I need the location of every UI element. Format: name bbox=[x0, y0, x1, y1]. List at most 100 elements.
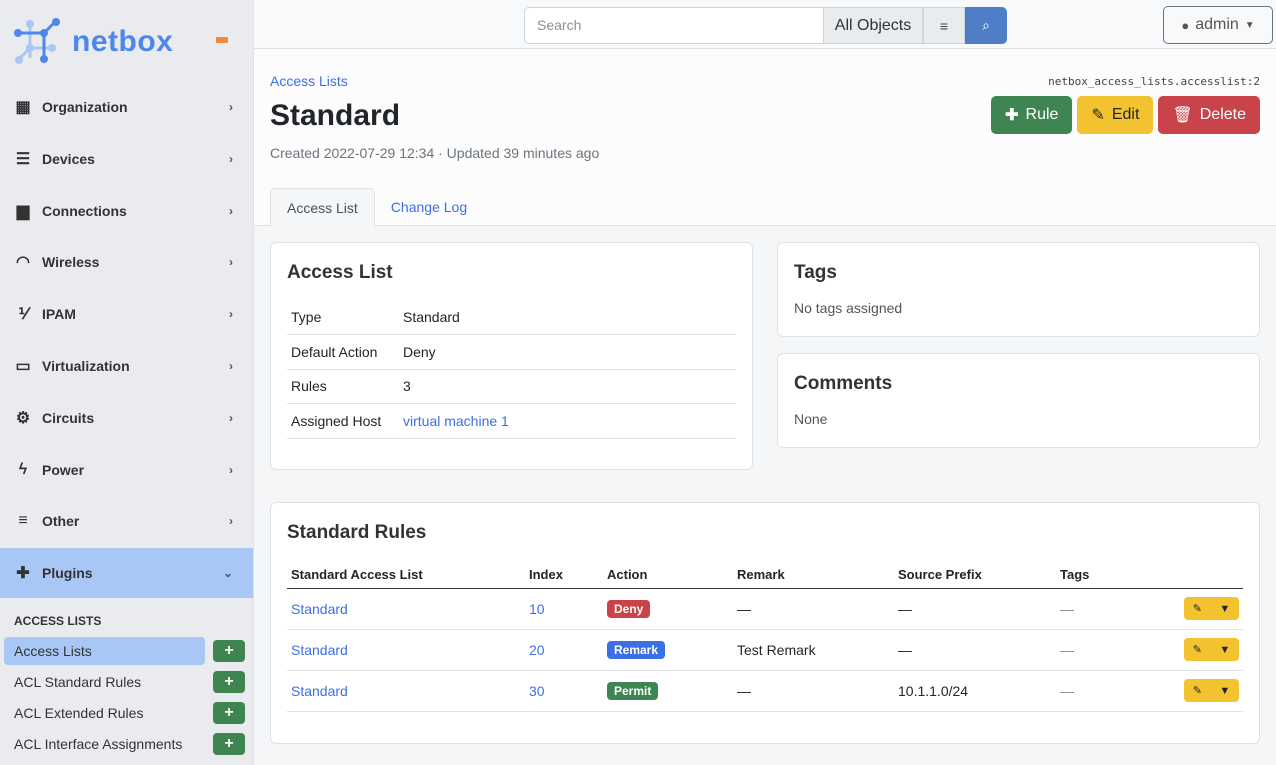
chevron-right-icon: › bbox=[229, 151, 233, 166]
pencil-icon[interactable]: ✎ bbox=[1192, 644, 1202, 656]
attribute-key: Type bbox=[287, 300, 399, 335]
comments-card: Comments None bbox=[777, 353, 1260, 448]
acl-link[interactable]: Standard bbox=[291, 641, 348, 658]
standard-rules-card: Standard Rules Standard Access List Index… bbox=[270, 502, 1260, 744]
acl-link[interactable]: Standard bbox=[291, 682, 348, 699]
sidebar-item-circuits[interactable]: ⚙ Circuits › bbox=[0, 393, 253, 443]
add-button[interactable]: + bbox=[213, 702, 245, 724]
pin-icon[interactable] bbox=[216, 37, 228, 43]
caret-down-icon[interactable]: ▼ bbox=[1219, 684, 1231, 697]
column-header[interactable]: Remark bbox=[733, 562, 894, 589]
lines-icon: ≡ bbox=[18, 512, 28, 530]
sidebar-item-wireless[interactable]: ◠ Wireless › bbox=[0, 237, 253, 287]
filter-button[interactable]: ≡ bbox=[923, 7, 965, 44]
card-title: Comments bbox=[794, 373, 893, 394]
chevron-right-icon: › bbox=[229, 307, 233, 322]
caret-down-icon[interactable]: ▼ bbox=[1219, 602, 1231, 615]
no-tags-text: No tags assigned bbox=[794, 300, 903, 316]
tab-access-list[interactable]: Access List bbox=[270, 188, 375, 226]
timestamps: Created 2022-07-29 12:34 · Updated 39 mi… bbox=[270, 145, 600, 161]
top-bar: Search All Objects ≡ ⌕ ● admin ▼ bbox=[254, 0, 1276, 49]
row-actions-button[interactable]: ✎ ▼ bbox=[1184, 679, 1239, 702]
column-header[interactable]: Source Prefix bbox=[894, 562, 1056, 589]
caret-down-icon[interactable]: ▼ bbox=[1219, 643, 1231, 656]
remark-cell: Test Remark bbox=[733, 629, 894, 671]
attribute-value: 3 bbox=[399, 369, 736, 404]
sidebar-item-organization[interactable]: ▦ Organization › bbox=[0, 82, 253, 132]
pencil-icon[interactable]: ✎ bbox=[1192, 603, 1202, 615]
sidebar-item-power[interactable]: ϟ Power › bbox=[0, 445, 253, 495]
tab-change-log[interactable]: Change Log bbox=[390, 199, 468, 215]
card-title: Standard Rules bbox=[287, 522, 427, 543]
add-rule-button[interactable]: ✚ Rule bbox=[991, 96, 1073, 134]
column-header[interactable]: Index bbox=[525, 562, 603, 589]
comments-text: None bbox=[794, 411, 828, 427]
delete-label: Delete bbox=[1199, 106, 1246, 123]
search-button[interactable]: ⌕ bbox=[965, 7, 1007, 44]
column-header[interactable]: Standard Access List bbox=[287, 562, 525, 589]
attribute-value: Deny bbox=[399, 334, 736, 370]
plus-icon: + bbox=[224, 704, 234, 721]
sidebar-subitem-acl-interface-assignments[interactable]: ACL Interface Assignments bbox=[0, 730, 253, 758]
table-row: Standard 10 Deny — — — ✎ ▼ bbox=[287, 588, 1243, 630]
edit-button[interactable]: ✎ Edit bbox=[1077, 96, 1154, 134]
trash-icon: 🗑 bbox=[1172, 107, 1193, 124]
index-link[interactable]: 20 bbox=[529, 641, 545, 658]
sidebar-item-label: Organization bbox=[42, 99, 128, 115]
column-header[interactable]: Action bbox=[603, 562, 733, 589]
breadcrumb[interactable]: Access Lists bbox=[270, 73, 348, 89]
sidebar-item-ipam[interactable]: ⅟ IPAM › bbox=[0, 289, 253, 339]
add-button[interactable]: + bbox=[213, 640, 245, 662]
row-actions-button[interactable]: ✎ ▼ bbox=[1184, 597, 1239, 620]
attribute-value: Standard bbox=[399, 300, 736, 335]
sidebar-item-plugins[interactable]: ✚ Plugins ⌄ bbox=[0, 548, 253, 599]
object-type-select[interactable]: All Objects bbox=[823, 7, 923, 44]
search-icon: ⌕ bbox=[982, 17, 990, 33]
sidebar-item-label: Power bbox=[42, 461, 85, 478]
search-input[interactable]: Search bbox=[524, 7, 824, 44]
row-actions-button[interactable]: ✎ ▼ bbox=[1184, 638, 1239, 661]
action-badge: Remark bbox=[607, 640, 666, 659]
assigned-host-link[interactable]: virtual machine 1 bbox=[403, 412, 509, 429]
acl-link[interactable]: Standard bbox=[291, 600, 348, 617]
attribute-row: Rules 3 bbox=[287, 369, 736, 404]
filter-icon: ≡ bbox=[939, 17, 949, 34]
ethernet-icon: ▆ bbox=[16, 202, 30, 220]
netbox-logo[interactable]: netbox bbox=[14, 18, 173, 66]
delete-button[interactable]: 🗑 Delete bbox=[1158, 96, 1260, 134]
table-row: Standard 20 Remark Test Remark — — ✎ ▼ bbox=[287, 629, 1243, 671]
user-menu-button[interactable]: ● admin ▼ bbox=[1163, 6, 1273, 44]
chevron-right-icon: › bbox=[229, 203, 233, 218]
add-button[interactable]: + bbox=[213, 671, 245, 693]
column-header[interactable]: Tags bbox=[1056, 562, 1166, 589]
action-badge: Permit bbox=[607, 681, 659, 700]
sidebar-item-connections[interactable]: ▆ Connections › bbox=[0, 186, 253, 236]
plus-icon: ✚ bbox=[1005, 107, 1019, 124]
sidebar-item-devices[interactable]: ☰ Devices › bbox=[0, 134, 253, 184]
tags-card: Tags No tags assigned bbox=[777, 242, 1260, 337]
circuit-icon: ⚙ bbox=[15, 409, 31, 427]
building-icon: ▦ bbox=[15, 99, 31, 116]
monitor-icon: ▭ bbox=[15, 358, 31, 375]
page-header: Access Lists netbox_access_lists.accessl… bbox=[254, 49, 1276, 226]
logo-text: netbox bbox=[72, 25, 174, 58]
index-link[interactable]: 30 bbox=[529, 682, 545, 699]
puzzle-icon: ✚ bbox=[16, 565, 30, 583]
ip-icon: ⅟ bbox=[18, 306, 28, 324]
chevron-right-icon: › bbox=[229, 255, 233, 270]
sidebar-subitem-acl-extended-rules[interactable]: ACL Extended Rules bbox=[0, 699, 253, 727]
tags-cell: — bbox=[1056, 670, 1166, 712]
sidebar-item-label: Plugins bbox=[42, 565, 93, 582]
attribute-row: Default Action Deny bbox=[287, 334, 736, 370]
add-button[interactable]: + bbox=[213, 733, 245, 755]
pencil-icon[interactable]: ✎ bbox=[1192, 685, 1202, 697]
object-identifier: netbox_access_lists.accesslist:2 bbox=[1048, 75, 1260, 88]
index-link[interactable]: 10 bbox=[529, 600, 545, 617]
sidebar-item-other[interactable]: ≡ Other › bbox=[0, 496, 253, 546]
chevron-right-icon: › bbox=[229, 462, 233, 477]
attribute-value[interactable]: virtual machine 1 bbox=[399, 403, 736, 439]
sidebar-subitem-access-lists[interactable]: Access Lists bbox=[0, 637, 253, 665]
plus-icon: + bbox=[224, 735, 234, 752]
sidebar-item-virtualization[interactable]: ▭ Virtualization › bbox=[0, 341, 253, 391]
sidebar-subitem-acl-standard-rules[interactable]: ACL Standard Rules bbox=[0, 668, 253, 696]
